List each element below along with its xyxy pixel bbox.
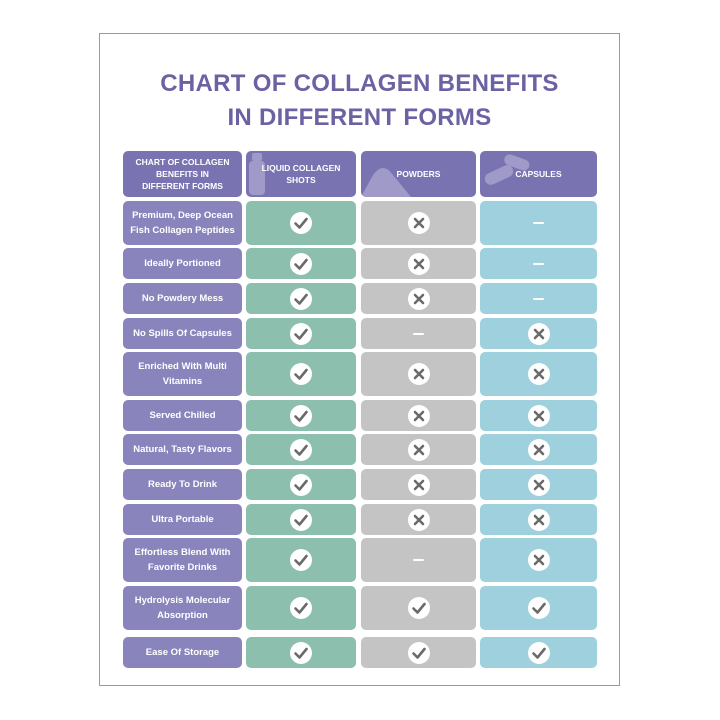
cell-capsules: [480, 504, 597, 535]
cell-powders: [361, 400, 476, 431]
dash-icon: [413, 332, 424, 335]
check-icon: [289, 438, 313, 462]
check-icon: [289, 548, 313, 572]
cell-capsules: [480, 283, 597, 314]
cell-capsules: [480, 434, 597, 465]
cell-liquid: [246, 586, 356, 630]
cell-liquid: [246, 318, 356, 349]
cell-capsules: [480, 586, 597, 630]
cell-powders: [361, 637, 476, 668]
cross-icon: [527, 548, 551, 572]
title-line-1: CHART OF COLLAGEN BENEFITS: [160, 70, 559, 97]
cell-liquid: [246, 352, 356, 396]
dash-icon: [413, 559, 424, 561]
check-icon: [289, 473, 313, 497]
cross-icon: [407, 404, 431, 428]
header-corner: CHART OF COLLAGEN BENEFITS IN DIFFERENT …: [123, 151, 242, 197]
cell-powders: [361, 318, 476, 349]
check-icon: [289, 404, 313, 428]
dash-icon: [533, 262, 544, 265]
cell-capsules: [480, 400, 597, 431]
dash-icon: [533, 222, 544, 224]
check-icon: [289, 322, 313, 346]
row-label: Ideally Portioned: [123, 248, 242, 279]
bottle-illustration-icon: [249, 153, 265, 195]
cell-liquid: [246, 637, 356, 668]
cell-powders: [361, 504, 476, 535]
cell-capsules: [480, 201, 597, 245]
row-label: Ultra Portable: [123, 504, 242, 535]
cell-powders: [361, 469, 476, 500]
check-icon: [289, 211, 313, 235]
cell-liquid: [246, 201, 356, 245]
cross-icon: [527, 362, 551, 386]
cell-powders: [361, 586, 476, 630]
cross-icon: [527, 404, 551, 428]
cell-capsules: [480, 637, 597, 668]
cell-powders: [361, 283, 476, 314]
cell-capsules: [480, 318, 597, 349]
cell-liquid: [246, 400, 356, 431]
cross-icon: [407, 252, 431, 276]
cell-powders: [361, 538, 476, 582]
row-label: Premium, Deep Ocean Fish Collagen Peptid…: [123, 201, 242, 245]
powder-pile-illustration-icon: [361, 168, 411, 197]
cell-capsules: [480, 248, 597, 279]
row-label: Served Chilled: [123, 400, 242, 431]
cross-icon: [527, 508, 551, 532]
check-icon: [289, 362, 313, 386]
poster-title: CHART OF COLLAGEN BENEFITS IN DIFFERENT …: [100, 67, 619, 135]
cross-icon: [407, 287, 431, 311]
row-label: Natural, Tasty Flavors: [123, 434, 242, 465]
cell-liquid: [246, 504, 356, 535]
cell-powders: [361, 248, 476, 279]
cross-icon: [407, 438, 431, 462]
cross-icon: [407, 211, 431, 235]
cross-icon: [527, 322, 551, 346]
row-label: Ready To Drink: [123, 469, 242, 500]
cross-icon: [527, 473, 551, 497]
header-powders-label: POWDERS: [396, 169, 441, 179]
row-label: Ease Of Storage: [123, 637, 242, 668]
cell-powders: [361, 201, 476, 245]
cross-icon: [407, 508, 431, 532]
cell-capsules: [480, 469, 597, 500]
check-icon: [407, 641, 431, 665]
header-liquid-collagen-shots: LIQUID COLLAGEN SHOTS: [246, 151, 356, 197]
check-icon: [407, 596, 431, 620]
cell-liquid: [246, 538, 356, 582]
header-powders: POWDERS: [361, 151, 476, 197]
cell-liquid: [246, 469, 356, 500]
cell-liquid: [246, 248, 356, 279]
check-icon: [289, 287, 313, 311]
header-capsules-label: CAPSULES: [515, 169, 562, 179]
cross-icon: [407, 473, 431, 497]
cell-capsules: [480, 352, 597, 396]
cell-capsules: [480, 538, 597, 582]
check-icon: [289, 508, 313, 532]
cross-icon: [407, 362, 431, 386]
dash-icon: [533, 297, 544, 300]
capsule-pills-illustration-icon: [484, 154, 530, 185]
row-label: Enriched With Multi Vitamins: [123, 352, 242, 396]
cell-powders: [361, 434, 476, 465]
check-icon: [527, 641, 551, 665]
header-liquid-label: LIQUID COLLAGEN SHOTS: [261, 163, 341, 185]
check-icon: [289, 596, 313, 620]
header-capsules: CAPSULES: [480, 151, 597, 197]
header-corner-label: CHART OF COLLAGEN BENEFITS IN DIFFERENT …: [135, 157, 230, 191]
check-icon: [289, 641, 313, 665]
cell-liquid: [246, 283, 356, 314]
title-line-2: IN DIFFERENT FORMS: [227, 104, 492, 131]
row-label: No Powdery Mess: [123, 283, 242, 314]
comparison-poster: CHART OF COLLAGEN BENEFITS IN DIFFERENT …: [99, 33, 620, 686]
row-label: Hydrolysis Molecular Absorption: [123, 586, 242, 630]
row-label: No Spills Of Capsules: [123, 318, 242, 349]
check-icon: [289, 252, 313, 276]
cross-icon: [527, 438, 551, 462]
cell-liquid: [246, 434, 356, 465]
cell-powders: [361, 352, 476, 396]
row-label: Effortless Blend With Favorite Drinks: [123, 538, 242, 582]
check-icon: [527, 596, 551, 620]
